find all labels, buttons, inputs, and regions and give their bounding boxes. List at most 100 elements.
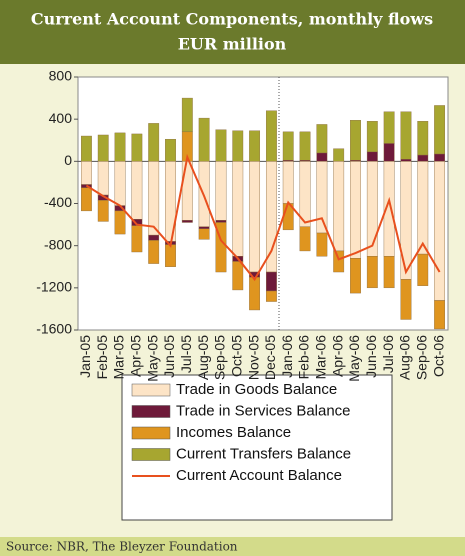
footer: [0, 537, 465, 556]
bar-segment: [434, 300, 446, 330]
legend-label: Trade in Goods Balance: [176, 381, 337, 398]
bar-segment: [350, 161, 361, 259]
bar-segment: [215, 129, 227, 162]
bar-segment: [383, 256, 395, 289]
bar-segment: [114, 210, 126, 235]
bar-segment: [97, 134, 109, 162]
y-tick-label: -400: [44, 194, 72, 210]
bar-segment: [249, 130, 261, 162]
bar-segment: [383, 111, 395, 144]
bar-segment: [114, 161, 126, 206]
bar-segment: [80, 161, 92, 185]
bar-segment: [165, 138, 176, 162]
x-tick-label: Apr-05: [128, 335, 144, 377]
bar-segment: [366, 151, 378, 162]
bar-segment: [282, 161, 294, 204]
legend-label: Trade in Services Balance: [176, 402, 351, 419]
bar-segment: [198, 228, 210, 240]
bar-segment: [232, 161, 244, 257]
y-tick-label: -1200: [36, 279, 72, 295]
bar-segment: [181, 161, 193, 221]
bar-segment: [165, 244, 176, 267]
bar-segment: [282, 131, 294, 161]
bar-segment: [198, 226, 210, 229]
bar-segment: [366, 256, 378, 289]
bar-segment: [148, 240, 160, 264]
bar-segment: [265, 271, 277, 292]
x-tick-label: Dec-05: [262, 335, 278, 380]
bar-segment: [417, 154, 429, 162]
bar-segment: [400, 159, 412, 162]
bar-segment: [131, 133, 143, 162]
x-tick-label: Feb-06: [296, 335, 312, 380]
bar-segment: [316, 152, 328, 162]
bar-segment: [148, 161, 160, 236]
x-tick-label: May-06: [346, 335, 362, 382]
x-tick-label: Aug-06: [397, 335, 413, 380]
bar-segment: [215, 161, 227, 221]
bar-segment: [316, 232, 328, 257]
source: Source: NBR, The Bleyzer Foundation: [6, 540, 238, 554]
bar-segment: [434, 105, 446, 155]
x-tick-label: Jul-05: [178, 335, 194, 373]
bar-segment: [316, 161, 328, 234]
bar-segment: [316, 124, 328, 154]
bar-segment: [366, 161, 378, 257]
legend-swatch: [131, 405, 171, 418]
y-tick-label: -1600: [36, 321, 72, 337]
bar-segment: [265, 290, 277, 302]
x-tick-label: Jun-06: [363, 335, 379, 378]
bar-segment: [400, 161, 412, 280]
bar-segment: [400, 111, 412, 160]
legend-swatch: [131, 448, 171, 461]
x-tick-label: Sep-06: [413, 335, 429, 380]
y-tick-label: 400: [49, 110, 73, 126]
bar-segment: [80, 135, 92, 162]
legend: [121, 374, 393, 521]
x-tick-label: Feb-05: [94, 335, 110, 380]
bar-segment: [299, 226, 311, 252]
bar-segment: [434, 161, 446, 301]
legend-label: Incomes Balance: [176, 424, 291, 441]
bar-segment: [383, 143, 395, 162]
bar-segment: [148, 234, 160, 241]
x-tick-label: Mar-05: [111, 335, 127, 380]
x-tick-label: Jun-05: [161, 335, 177, 378]
header: [0, 0, 465, 64]
bar-segment: [265, 110, 277, 162]
x-tick-label: Mar-06: [313, 335, 329, 380]
bar-segment: [131, 161, 143, 220]
x-tick-label: Jan-06: [279, 335, 295, 378]
bar-segment: [215, 220, 227, 223]
x-tick-label: Jul-06: [380, 335, 396, 373]
y-tick-label: 800: [49, 68, 73, 84]
bar-segment: [400, 279, 412, 320]
bar-segment: [249, 161, 261, 273]
x-tick-label: Jan-05: [77, 335, 93, 378]
x-tick-label: May-05: [144, 335, 160, 382]
bar-segment: [299, 131, 311, 161]
bar-segment: [131, 225, 143, 253]
bar-segment: [333, 148, 345, 162]
x-tick-label: Sep-05: [212, 335, 228, 380]
y-tick-label: -800: [44, 236, 72, 252]
bar-segment: [232, 130, 244, 162]
bar-segment: [350, 120, 361, 161]
legend-swatch: [131, 426, 171, 440]
bar-segment: [366, 121, 378, 153]
x-tick-label: Apr-06: [329, 335, 345, 377]
x-tick-label: Nov-05: [245, 335, 261, 380]
legend-label: Current Account Balance: [176, 467, 342, 484]
bar-segment: [350, 258, 361, 294]
bar-segment: [114, 132, 126, 162]
line: [85, 153, 441, 282]
bar-segment: [198, 117, 210, 162]
bar-segment: [249, 277, 261, 311]
x-tick-label: Oct-05: [228, 335, 244, 377]
bar-segment: [333, 161, 345, 252]
x-tick-label: Oct-06: [430, 335, 446, 377]
bar-segment: [97, 161, 109, 196]
bar-segment: [148, 123, 160, 162]
bar-segment: [80, 187, 92, 212]
